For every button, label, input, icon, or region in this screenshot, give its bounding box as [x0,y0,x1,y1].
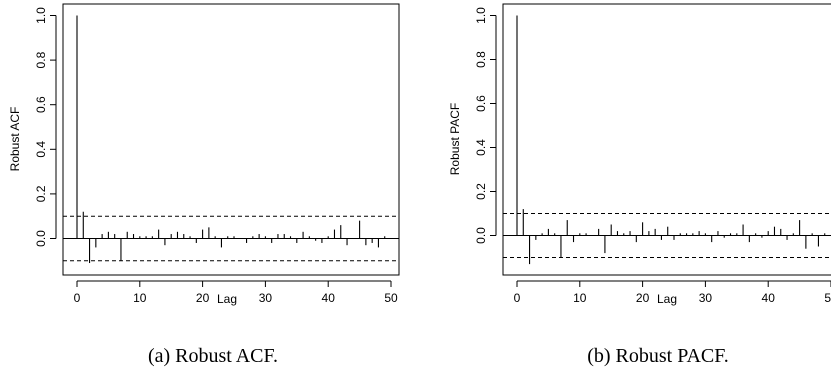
x-tick-label: 40 [762,291,776,305]
x-tick-label: 0 [74,291,81,305]
x-tick-label: 50 [824,291,831,305]
panel-robust-pacf: 0 10 20 30 40 50 0.0 0.2 0.4 0.6 0.8 1.0 Lag Robust P… [448,3,831,367]
x-tick-label: 40 [322,291,336,305]
subfigure-caption: (b) Robust PACF. [587,345,729,367]
plot-frame [62,3,400,276]
panel-robust-acf: 0 10 20 30 40 50 0.0 0.2 0.4 0.6 0.8 1.0 Lag Robust A… [8,3,400,367]
y-tick-label: 0.4 [34,141,48,158]
y-tick-label: 1.0 [474,7,488,24]
y-tick-label: 0.6 [34,96,48,113]
y-tick-label: 0.8 [474,51,488,68]
x-tick-label: 0 [514,291,521,305]
x-tick-label: 10 [133,291,147,305]
x-tick-label: 20 [196,291,210,305]
y-tick-label: 0.4 [474,139,488,156]
x-tick-label: 30 [699,291,713,305]
x-axis-title: Lag [217,292,237,306]
x-axis-title: Lag [657,292,677,306]
y-tick-label: 0.8 [34,51,48,68]
y-tick-label: 0.6 [474,95,488,112]
y-tick-label: 0.2 [474,183,488,200]
y-tick-label: 0.2 [34,185,48,202]
x-tick-label: 30 [259,291,273,305]
y-tick-label: 1.0 [34,7,48,24]
y-tick-label: 0.0 [474,227,488,244]
y-tick-label: 0.0 [34,230,48,247]
y-axis-title: Robust PACF [448,103,462,175]
plot-frame [502,3,831,276]
x-tick-label: 10 [573,291,587,305]
y-axis-title: Robust ACF [8,107,22,172]
subfigure-caption: (a) Robust ACF. [148,345,278,367]
x-tick-label: 20 [636,291,650,305]
x-tick-label: 50 [384,291,398,305]
